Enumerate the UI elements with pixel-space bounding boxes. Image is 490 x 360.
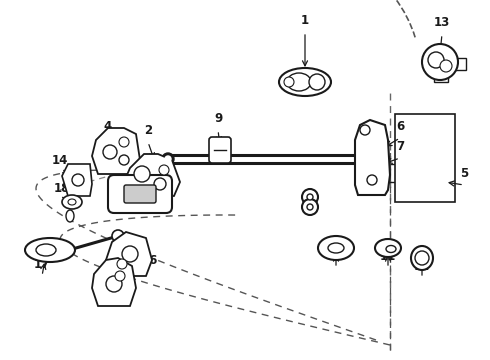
Circle shape: [360, 125, 370, 135]
Circle shape: [302, 199, 318, 215]
FancyBboxPatch shape: [124, 185, 156, 203]
Text: 6: 6: [396, 120, 404, 133]
Circle shape: [428, 52, 444, 68]
Ellipse shape: [287, 73, 311, 91]
Text: 16: 16: [142, 254, 158, 267]
Circle shape: [162, 153, 174, 165]
Text: 3: 3: [131, 190, 139, 203]
Circle shape: [112, 230, 124, 242]
Circle shape: [119, 137, 129, 147]
Text: 11: 11: [380, 250, 396, 263]
Circle shape: [440, 60, 452, 72]
Circle shape: [284, 77, 294, 87]
Circle shape: [134, 166, 150, 182]
Circle shape: [367, 175, 377, 185]
Ellipse shape: [375, 239, 401, 257]
Text: 1: 1: [301, 14, 309, 27]
Text: 15: 15: [102, 286, 118, 299]
Text: 14: 14: [52, 154, 68, 167]
Circle shape: [415, 251, 429, 265]
Text: 18: 18: [54, 182, 70, 195]
Circle shape: [154, 178, 166, 190]
Ellipse shape: [68, 199, 76, 205]
Polygon shape: [92, 258, 136, 306]
Text: 7: 7: [396, 140, 404, 153]
Ellipse shape: [386, 246, 396, 252]
Polygon shape: [92, 128, 140, 174]
Circle shape: [309, 74, 325, 90]
Text: 5: 5: [460, 167, 468, 180]
Circle shape: [103, 145, 117, 159]
Ellipse shape: [36, 244, 56, 256]
Text: 13: 13: [434, 16, 450, 29]
Ellipse shape: [25, 238, 75, 262]
Circle shape: [106, 276, 122, 292]
Polygon shape: [106, 232, 152, 276]
Ellipse shape: [318, 236, 354, 260]
Ellipse shape: [411, 246, 433, 270]
Polygon shape: [124, 154, 180, 196]
Circle shape: [165, 156, 171, 162]
Circle shape: [115, 271, 125, 281]
Circle shape: [72, 174, 84, 186]
Circle shape: [95, 155, 105, 165]
Circle shape: [307, 194, 313, 200]
Text: 12: 12: [414, 260, 430, 273]
Text: 17: 17: [34, 258, 50, 271]
Circle shape: [302, 189, 318, 205]
FancyBboxPatch shape: [108, 175, 172, 213]
Ellipse shape: [62, 195, 82, 209]
Bar: [448, 58, 466, 70]
Polygon shape: [355, 120, 390, 195]
Circle shape: [422, 44, 458, 80]
Circle shape: [122, 246, 138, 262]
Ellipse shape: [66, 210, 74, 222]
Polygon shape: [62, 164, 92, 196]
Text: 2: 2: [144, 124, 152, 137]
Circle shape: [117, 259, 127, 269]
Ellipse shape: [279, 68, 331, 96]
Text: 9: 9: [214, 112, 222, 125]
Bar: [395, 114, 455, 202]
FancyBboxPatch shape: [209, 137, 231, 163]
Circle shape: [307, 204, 313, 210]
Text: 10: 10: [328, 250, 344, 263]
Bar: [434, 74, 448, 82]
Circle shape: [119, 155, 129, 165]
Text: 8: 8: [308, 198, 316, 211]
Circle shape: [159, 165, 169, 175]
Ellipse shape: [328, 243, 344, 253]
Text: 4: 4: [104, 120, 112, 133]
